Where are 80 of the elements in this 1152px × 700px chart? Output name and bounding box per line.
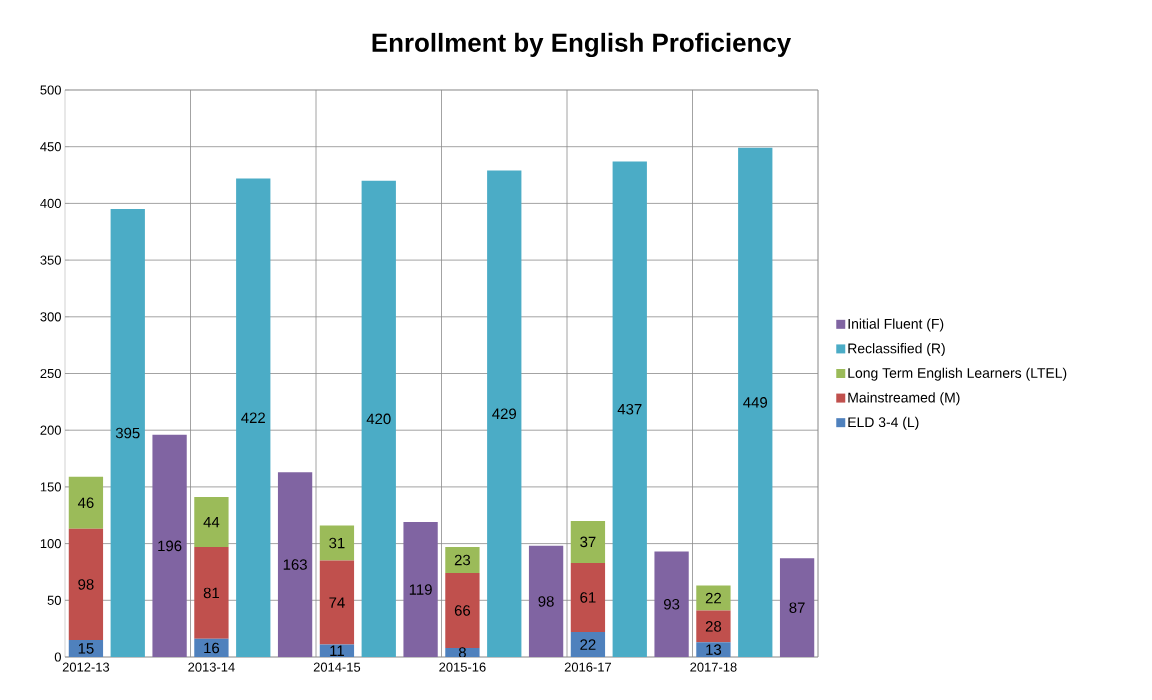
legend-label: Initial Fluent (F) [848,318,944,332]
data-label: 395 [115,427,140,439]
bar [361,180,396,657]
data-label: 449 [743,397,767,408]
data-label: 28 [705,621,722,632]
y-tick-label: 0 [54,652,61,662]
x-tick-label: 2015-16 [439,662,486,672]
data-label: 22 [580,639,596,650]
bar [403,522,438,657]
bar [194,497,229,547]
bar [68,476,104,529]
y-tick-label: 50 [47,595,61,605]
bar [570,562,606,633]
y-tick-label: 400 [40,198,61,208]
y-tick-label: 500 [40,85,61,95]
bar [194,547,229,639]
y-tick-label: 100 [40,539,61,549]
bar [612,161,647,657]
data-label: 66 [454,605,471,616]
x-tick-label: 2014-15 [313,662,361,672]
bar [445,573,480,648]
data-label: 44 [203,516,220,528]
data-label: 98 [78,579,94,590]
data-label: 422 [241,412,265,423]
bar [654,551,689,657]
bar [696,610,731,643]
data-label: 81 [203,587,219,599]
x-tick-label: 2016-17 [564,662,612,672]
bar [445,547,480,574]
y-tick-label: 250 [40,368,61,379]
bar [445,647,480,657]
y-tick-label: 450 [40,142,61,152]
data-label: 420 [366,413,391,425]
data-label: 23 [454,554,471,566]
data-label: 13 [706,644,722,655]
data-label: 119 [409,584,432,595]
data-label: 61 [580,592,596,603]
data-label: 46 [77,497,94,509]
bar [738,147,773,657]
bar [528,545,564,657]
data-label: 163 [283,559,307,570]
x-tick-label: 2012-13 [62,662,110,672]
bar [68,528,104,640]
bar [110,209,145,657]
bar [487,170,522,657]
data-label: 93 [663,598,680,610]
y-tick-label: 350 [40,255,61,265]
data-label: 98 [538,596,554,607]
data-label: 37 [580,536,596,548]
bar [152,434,187,657]
data-label: 437 [617,403,642,415]
bar [277,472,313,657]
data-label: 16 [204,642,220,654]
legend-label: ELD 3-4 (L) [848,416,919,430]
x-tick-label: 2017-18 [690,662,737,672]
data-label: 15 [78,643,94,654]
legend-label: Reclassified (R) [848,343,945,357]
data-label: 87 [789,602,805,613]
bar [236,178,271,657]
bar [696,642,731,657]
data-label: 429 [492,408,516,420]
data-label: 196 [158,540,182,552]
x-tick-label: 2013-14 [188,662,235,672]
y-tick-label: 150 [40,482,61,492]
bar [319,525,355,561]
bar [696,585,731,611]
data-label: 22 [705,592,721,604]
bar [570,520,606,563]
data-label: 74 [329,597,345,608]
legend-label: Long Term English Learners (LTEL) [848,367,1067,381]
data-label: 11 [330,645,344,656]
y-tick-label: 200 [40,425,61,435]
legend-label: Mainstreamed (M) [848,392,960,406]
bar [779,558,815,657]
y-tick-label: 300 [40,312,61,322]
bar [570,632,606,657]
data-label: 31 [329,537,345,549]
bar [194,638,229,657]
chart-title: Enrollment by English Proficiency [372,32,792,58]
bar [319,560,355,645]
